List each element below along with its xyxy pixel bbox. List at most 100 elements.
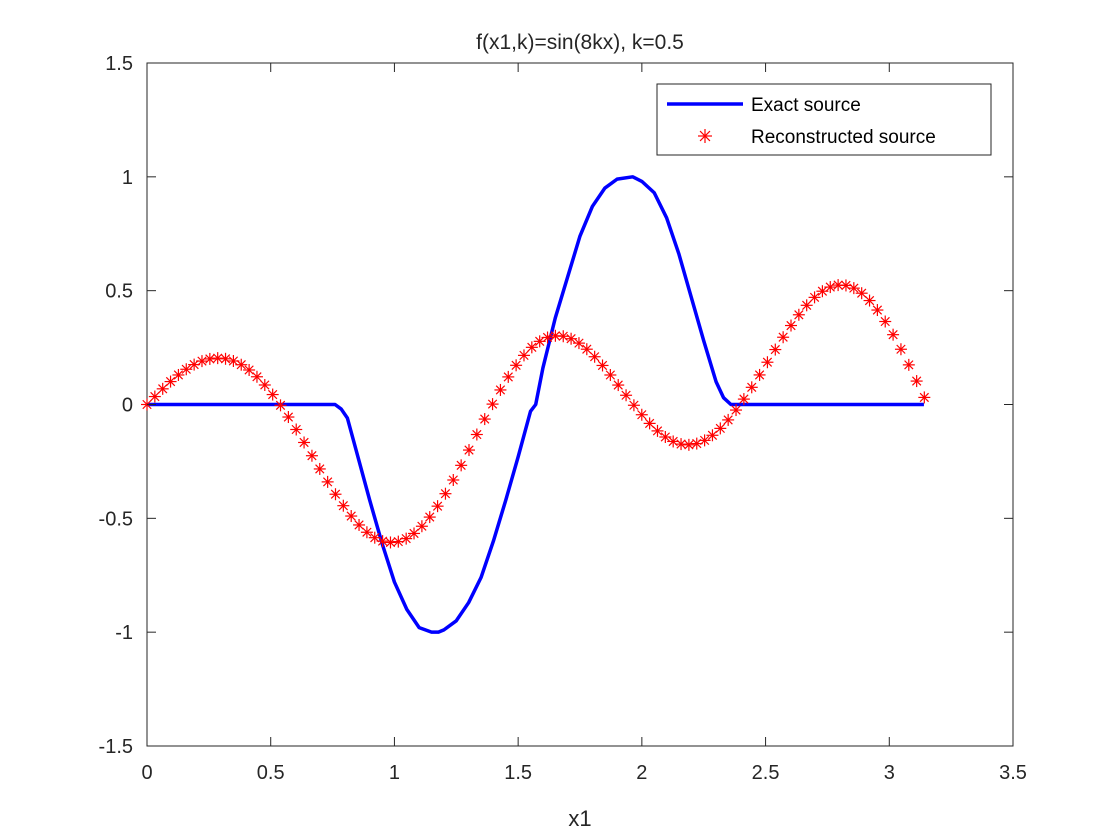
reconstructed-point bbox=[627, 399, 640, 412]
reconstructed-point bbox=[730, 404, 743, 417]
y-tick-label: -0.5 bbox=[99, 508, 133, 530]
reconstructed-point bbox=[604, 368, 617, 381]
reconstructed-point bbox=[572, 337, 585, 350]
x-tick-label: 2 bbox=[636, 762, 647, 784]
y-tick-label: 0 bbox=[122, 395, 133, 417]
reconstructed-point bbox=[211, 352, 224, 365]
reconstructed-point bbox=[714, 422, 727, 435]
reconstructed-point bbox=[329, 488, 342, 501]
reconstructed-point bbox=[384, 536, 397, 549]
reconstructed-point bbox=[258, 378, 271, 391]
reconstructed-point bbox=[282, 411, 295, 424]
reconstructed-point bbox=[525, 341, 538, 354]
reconstructed-point bbox=[675, 438, 688, 451]
x-axis-label: x1 bbox=[568, 806, 591, 831]
reconstructed-point bbox=[620, 389, 633, 402]
reconstructed-point bbox=[761, 356, 774, 369]
reconstructed-point bbox=[816, 285, 829, 298]
reconstructed-point bbox=[902, 358, 915, 371]
reconstructed-point bbox=[486, 398, 499, 411]
reconstructed-point bbox=[871, 304, 884, 317]
reconstructed-point bbox=[172, 368, 185, 381]
reconstructed-point bbox=[737, 393, 750, 406]
y-tick-label: 1.5 bbox=[105, 53, 133, 75]
reconstructed-point bbox=[651, 424, 664, 437]
reconstructed-point bbox=[164, 375, 177, 388]
reconstructed-point bbox=[290, 423, 303, 436]
reconstructed-point bbox=[588, 350, 601, 363]
reconstructed-point bbox=[148, 390, 161, 403]
axis-ticks: 0 0.5 1 1.5 2 2.5 3 3.5 -1.5 -1 -0.5 0 0.5 1 1.5 bbox=[99, 53, 1027, 784]
reconstructed-point bbox=[219, 352, 232, 365]
x-tick-label: 1 bbox=[389, 762, 400, 784]
reconstructed-point bbox=[494, 383, 507, 396]
reconstructed-point bbox=[863, 294, 876, 307]
reconstructed-point bbox=[243, 363, 256, 376]
reconstructed-point bbox=[470, 428, 483, 441]
reconstructed-point bbox=[769, 343, 782, 356]
y-tick-label: 0.5 bbox=[105, 281, 133, 303]
reconstructed-point bbox=[305, 449, 318, 462]
reconstructed-point bbox=[894, 343, 907, 356]
reconstructed-point bbox=[345, 510, 358, 523]
reconstructed-point bbox=[667, 435, 680, 448]
legend-reconstructed-marker-swatch bbox=[698, 129, 712, 143]
reconstructed-point bbox=[879, 315, 892, 328]
plot-area bbox=[141, 62, 1014, 747]
reconstructed-point bbox=[455, 459, 468, 472]
x-tick-label: 3.5 bbox=[999, 762, 1027, 784]
reconstructed-point bbox=[541, 331, 554, 344]
x-tick-label: 0 bbox=[141, 762, 152, 784]
x-tick-label: 0.5 bbox=[257, 762, 285, 784]
reconstructed-point bbox=[266, 388, 279, 401]
reconstructed-point bbox=[376, 535, 389, 548]
reconstructed-point bbox=[439, 487, 452, 500]
y-tick-label: -1 bbox=[115, 622, 133, 644]
reconstructed-point bbox=[235, 358, 248, 371]
y-tick-label: 1 bbox=[122, 167, 133, 189]
reconstructed-point bbox=[887, 328, 900, 341]
reconstructed-point bbox=[431, 500, 444, 513]
reconstructed-point bbox=[722, 413, 735, 426]
reconstructed-point bbox=[298, 436, 311, 449]
reconstructed-point bbox=[156, 382, 169, 395]
reconstructed-point bbox=[415, 520, 428, 533]
reconstructed-point bbox=[195, 355, 208, 368]
reconstructed-point bbox=[824, 281, 837, 294]
legend-asterisk bbox=[698, 129, 712, 143]
x-tick-label: 2.5 bbox=[752, 762, 780, 784]
reconstructed-point bbox=[408, 527, 421, 540]
reconstructed-point bbox=[753, 368, 766, 381]
reconstructed-point bbox=[706, 429, 719, 442]
reconstructed-point bbox=[447, 473, 460, 486]
reconstructed-point bbox=[800, 299, 813, 312]
reconstructed-point bbox=[180, 363, 193, 376]
reconstructed-point bbox=[847, 282, 860, 295]
reconstructed-point bbox=[274, 399, 287, 412]
x-tick-label: 3 bbox=[884, 762, 895, 784]
reconstructed-point bbox=[855, 287, 868, 300]
y-tick-label: -1.5 bbox=[99, 736, 133, 758]
reconstructed-point bbox=[777, 331, 790, 344]
reconstructed-point bbox=[423, 511, 436, 524]
reconstructed-point bbox=[612, 379, 625, 392]
reconstructed-point bbox=[517, 349, 530, 362]
series-reconstructed-source bbox=[141, 279, 931, 549]
x-tick-label: 1.5 bbox=[504, 762, 532, 784]
reconstructed-point bbox=[643, 417, 656, 430]
chart-title: f(x1,k)=sin(8kx), k=0.5 bbox=[476, 31, 684, 54]
reconstructed-point bbox=[910, 375, 923, 388]
reconstructed-point bbox=[510, 359, 523, 372]
legend-box bbox=[656, 83, 992, 156]
reconstructed-point bbox=[596, 359, 609, 372]
reconstructed-point bbox=[203, 352, 216, 365]
legend-exact-label: Exact source bbox=[751, 95, 861, 116]
reconstructed-point bbox=[313, 462, 326, 475]
legend: Exact source Reconstructed source bbox=[656, 83, 992, 156]
reconstructed-point bbox=[792, 308, 805, 321]
series-exact-source-line bbox=[147, 175, 924, 634]
reconstructed-point bbox=[808, 291, 821, 304]
reconstructed-point bbox=[918, 391, 931, 404]
reconstructed-point bbox=[353, 518, 366, 531]
